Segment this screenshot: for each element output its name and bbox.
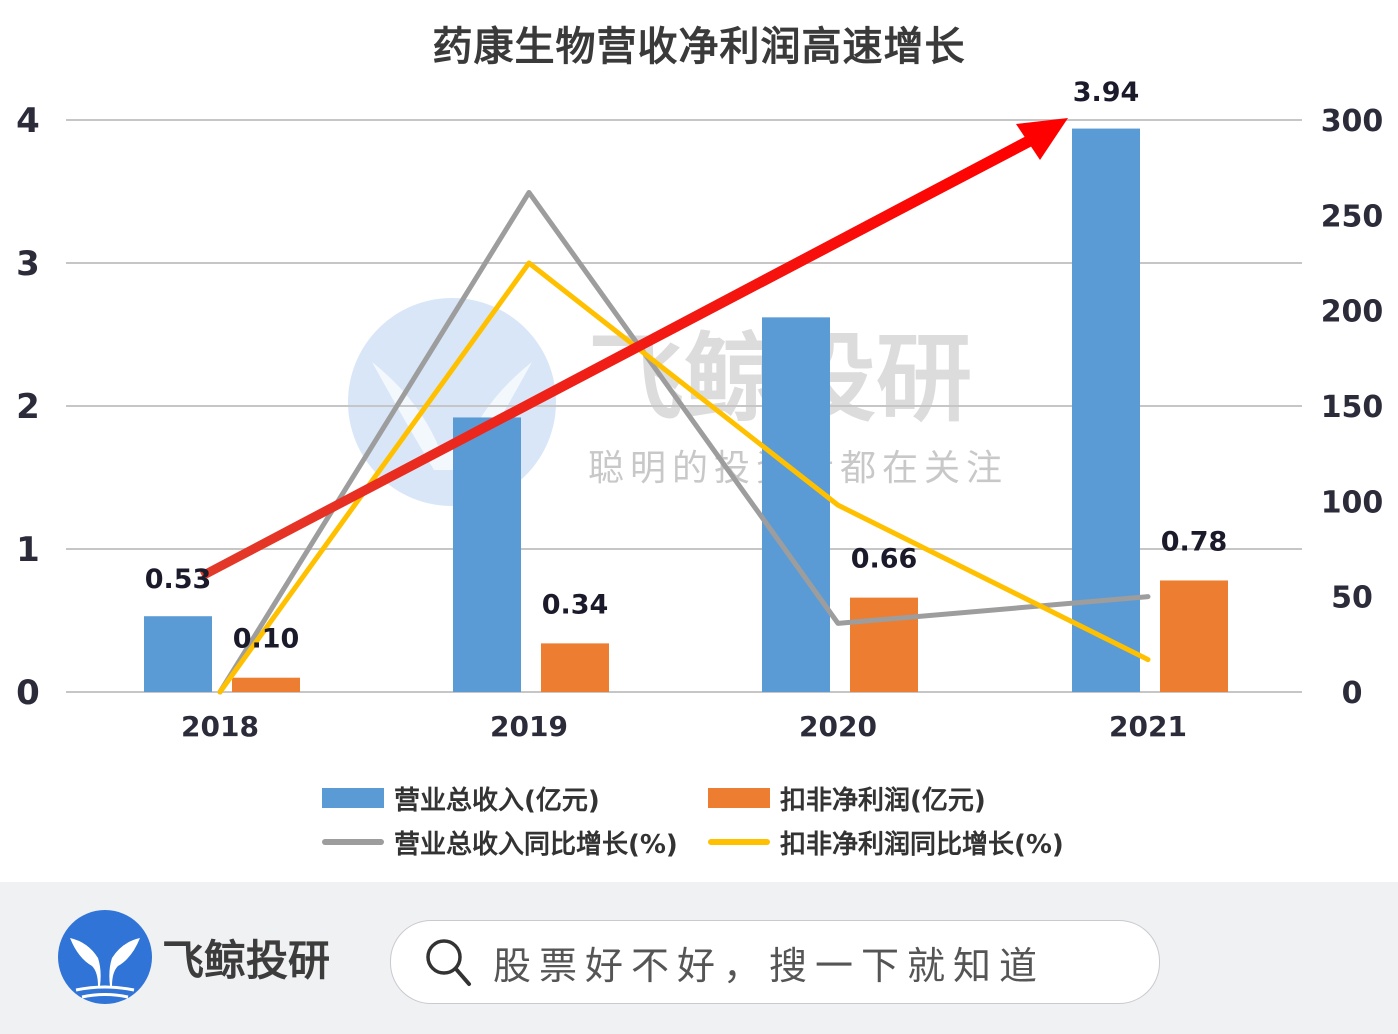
x-tick-label: 2021 bbox=[1109, 710, 1187, 743]
data-labels: 0.53 3.94 0.10 0.34 0.66 0.78 bbox=[145, 77, 1228, 655]
growth-lines bbox=[217, 189, 1151, 695]
right-tick-label: 150 bbox=[1321, 390, 1384, 425]
legend-swatch bbox=[322, 839, 384, 845]
left-tick-label: 1 bbox=[16, 530, 40, 570]
footer-banner: 飞鲸投研 股票好不好，搜一下就知道 bbox=[0, 882, 1398, 1034]
right-axis: 0 50 100 150 200 250 300 bbox=[1321, 104, 1384, 711]
legend-label: 营业总收入同比增长(%) bbox=[394, 829, 678, 860]
whale-tail-icon bbox=[58, 910, 152, 1004]
x-axis: 2018 2019 2020 2021 bbox=[181, 710, 1187, 743]
brand-name: 飞鲸投研 bbox=[162, 935, 331, 985]
right-tick-label: 250 bbox=[1321, 199, 1384, 234]
legend-swatch bbox=[708, 788, 770, 808]
trend-arrow bbox=[200, 118, 1068, 580]
legend-item-revenue-growth: 营业总收入同比增长(%) bbox=[322, 824, 708, 861]
line-series bbox=[217, 260, 1151, 695]
right-tick-label: 300 bbox=[1321, 104, 1384, 139]
legend: 营业总收入(亿元) 扣非净利润(亿元) 营业总收入同比增长(%) 扣非净利润同比… bbox=[322, 776, 1122, 864]
data-label: 0.53 bbox=[145, 564, 212, 595]
legend-item-profit: 扣非净利润(亿元) bbox=[708, 780, 986, 817]
bar bbox=[850, 597, 918, 692]
legend-label: 扣非净利润同比增长(%) bbox=[780, 829, 1064, 860]
left-axis: 0 1 2 3 4 bbox=[16, 101, 40, 713]
data-label: 0.78 bbox=[1161, 526, 1228, 557]
bar bbox=[762, 317, 830, 692]
legend-swatch bbox=[708, 839, 770, 845]
data-label: 0.66 bbox=[851, 544, 918, 575]
data-label: 0.10 bbox=[233, 624, 300, 655]
bar bbox=[453, 417, 521, 692]
x-tick-label: 2018 bbox=[181, 710, 259, 743]
bar bbox=[144, 616, 212, 692]
legend-item-profit-growth: 扣非净利润同比增长(%) bbox=[708, 824, 1064, 861]
left-tick-label: 0 bbox=[16, 673, 40, 713]
bar bbox=[1160, 580, 1228, 692]
bars bbox=[144, 128, 1228, 692]
brand-logo[interactable]: 飞鲸投研 bbox=[56, 908, 330, 1006]
x-tick-label: 2019 bbox=[490, 710, 568, 743]
bar bbox=[232, 677, 300, 692]
bar bbox=[1072, 128, 1140, 692]
legend-swatch bbox=[322, 788, 384, 808]
left-tick-label: 3 bbox=[16, 244, 40, 284]
search-placeholder: 股票好不好，搜一下就知道 bbox=[493, 943, 1046, 988]
right-tick-label: 0 bbox=[1342, 676, 1363, 711]
data-label: 0.34 bbox=[542, 589, 609, 620]
legend-label: 扣非净利润(亿元) bbox=[780, 785, 986, 816]
data-label: 3.94 bbox=[1073, 77, 1140, 108]
search-icon bbox=[426, 939, 471, 986]
search-input[interactable]: 股票好不好，搜一下就知道 bbox=[390, 920, 1160, 1004]
bar bbox=[541, 643, 609, 692]
right-tick-label: 200 bbox=[1321, 295, 1384, 330]
legend-item-revenue: 营业总收入(亿元) bbox=[322, 780, 708, 817]
legend-label: 营业总收入(亿元) bbox=[394, 785, 600, 816]
left-tick-label: 2 bbox=[16, 387, 40, 427]
left-tick-label: 4 bbox=[16, 101, 40, 141]
x-tick-label: 2020 bbox=[799, 710, 877, 743]
line-series bbox=[217, 189, 1151, 695]
chart-title: 药康生物营收净利润高速增长 bbox=[432, 24, 966, 70]
right-tick-label: 100 bbox=[1321, 485, 1384, 520]
right-tick-label: 50 bbox=[1331, 581, 1373, 616]
